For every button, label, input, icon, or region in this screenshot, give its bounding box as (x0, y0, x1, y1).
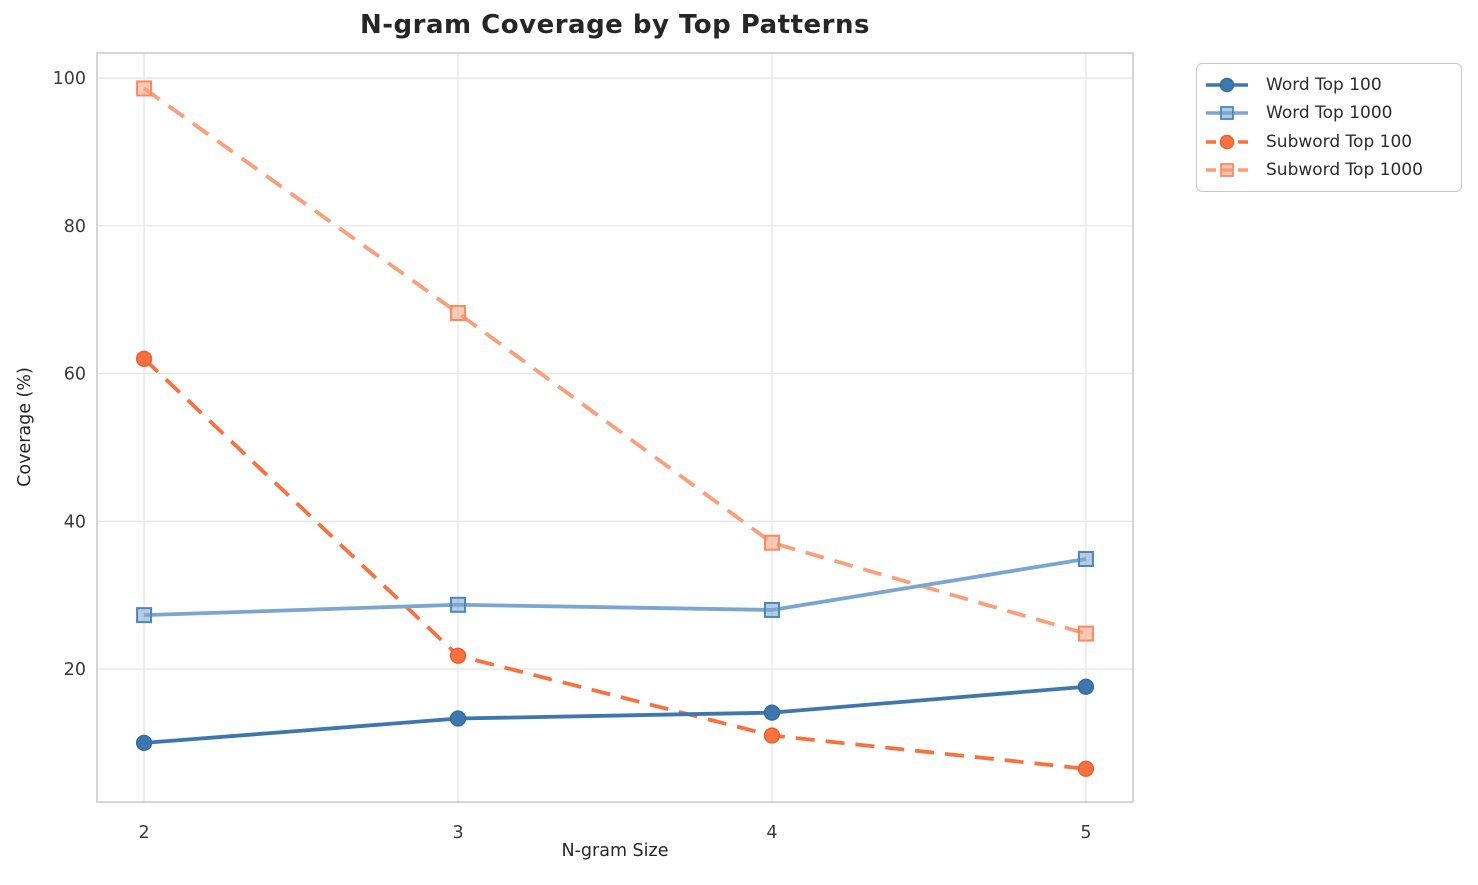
x-axis-label: N-gram Size (561, 841, 669, 861)
series-line-subword-top-100 (142, 357, 1087, 771)
square-marker-icon (1220, 106, 1234, 121)
x-tick-label: 3 (452, 823, 463, 843)
legend-item-subword-top-100: Subword Top 100 (1205, 128, 1461, 156)
y-tick-label: 60 (64, 365, 86, 385)
legend: Word Top 100 Word Top 1000 Subword Top 100… (1196, 63, 1462, 192)
series-line-word-top-100 (143, 684, 1087, 745)
data-point-circle (449, 710, 467, 727)
square-marker-icon (1220, 162, 1234, 177)
legend-label: Subword Top 100 (1266, 131, 1413, 152)
y-tick-label: 100 (53, 69, 86, 89)
legend-sample-dashed-line (1206, 134, 1248, 149)
x-tick-label: 4 (766, 823, 777, 843)
data-point-square (763, 601, 780, 618)
legend-item-subword-top-1000: Subword Top 1000 (1205, 156, 1461, 184)
legend-item-word-top-1000: Word Top 1000 (1205, 99, 1461, 127)
legend-sample-dashed-line (1206, 162, 1248, 177)
legend-item-word-top-100: Word Top 100 (1205, 71, 1461, 99)
data-point-circle (763, 704, 781, 721)
y-tick-label: 20 (64, 660, 86, 680)
plot-border (96, 52, 1134, 803)
data-point-square (136, 80, 153, 97)
data-point-square (450, 305, 467, 322)
y-axis-label: Coverage (%) (15, 367, 35, 487)
data-point-square (136, 607, 153, 624)
data-point-circle (449, 647, 467, 664)
series-line-subword-top-1000 (142, 86, 1087, 636)
circle-marker-icon (1219, 134, 1235, 149)
x-tick-label: 2 (139, 823, 150, 843)
series-line-word-top-1000 (144, 557, 1087, 618)
data-point-circle (1077, 678, 1095, 695)
data-point-circle (1077, 760, 1095, 777)
x-tick-label: 5 (1080, 823, 1091, 843)
y-tick-label: 40 (64, 512, 86, 532)
chart-title: N-gram Coverage by Top Patterns (360, 10, 870, 40)
legend-label: Word Top 100 (1266, 75, 1382, 96)
data-point-square (1077, 550, 1094, 567)
data-point-square (1077, 625, 1094, 642)
data-point-circle (763, 727, 781, 744)
legend-label: Word Top 1000 (1266, 103, 1393, 124)
legend-sample-solid-line (1206, 77, 1248, 93)
legend-label: Subword Top 1000 (1266, 159, 1423, 180)
data-point-square (763, 534, 780, 551)
data-point-circle (135, 350, 153, 367)
legend-sample-solid-line (1206, 106, 1248, 121)
circle-marker-icon (1219, 77, 1235, 93)
data-point-circle (135, 734, 153, 752)
y-tick-label: 80 (64, 217, 86, 237)
data-point-square (450, 596, 467, 613)
